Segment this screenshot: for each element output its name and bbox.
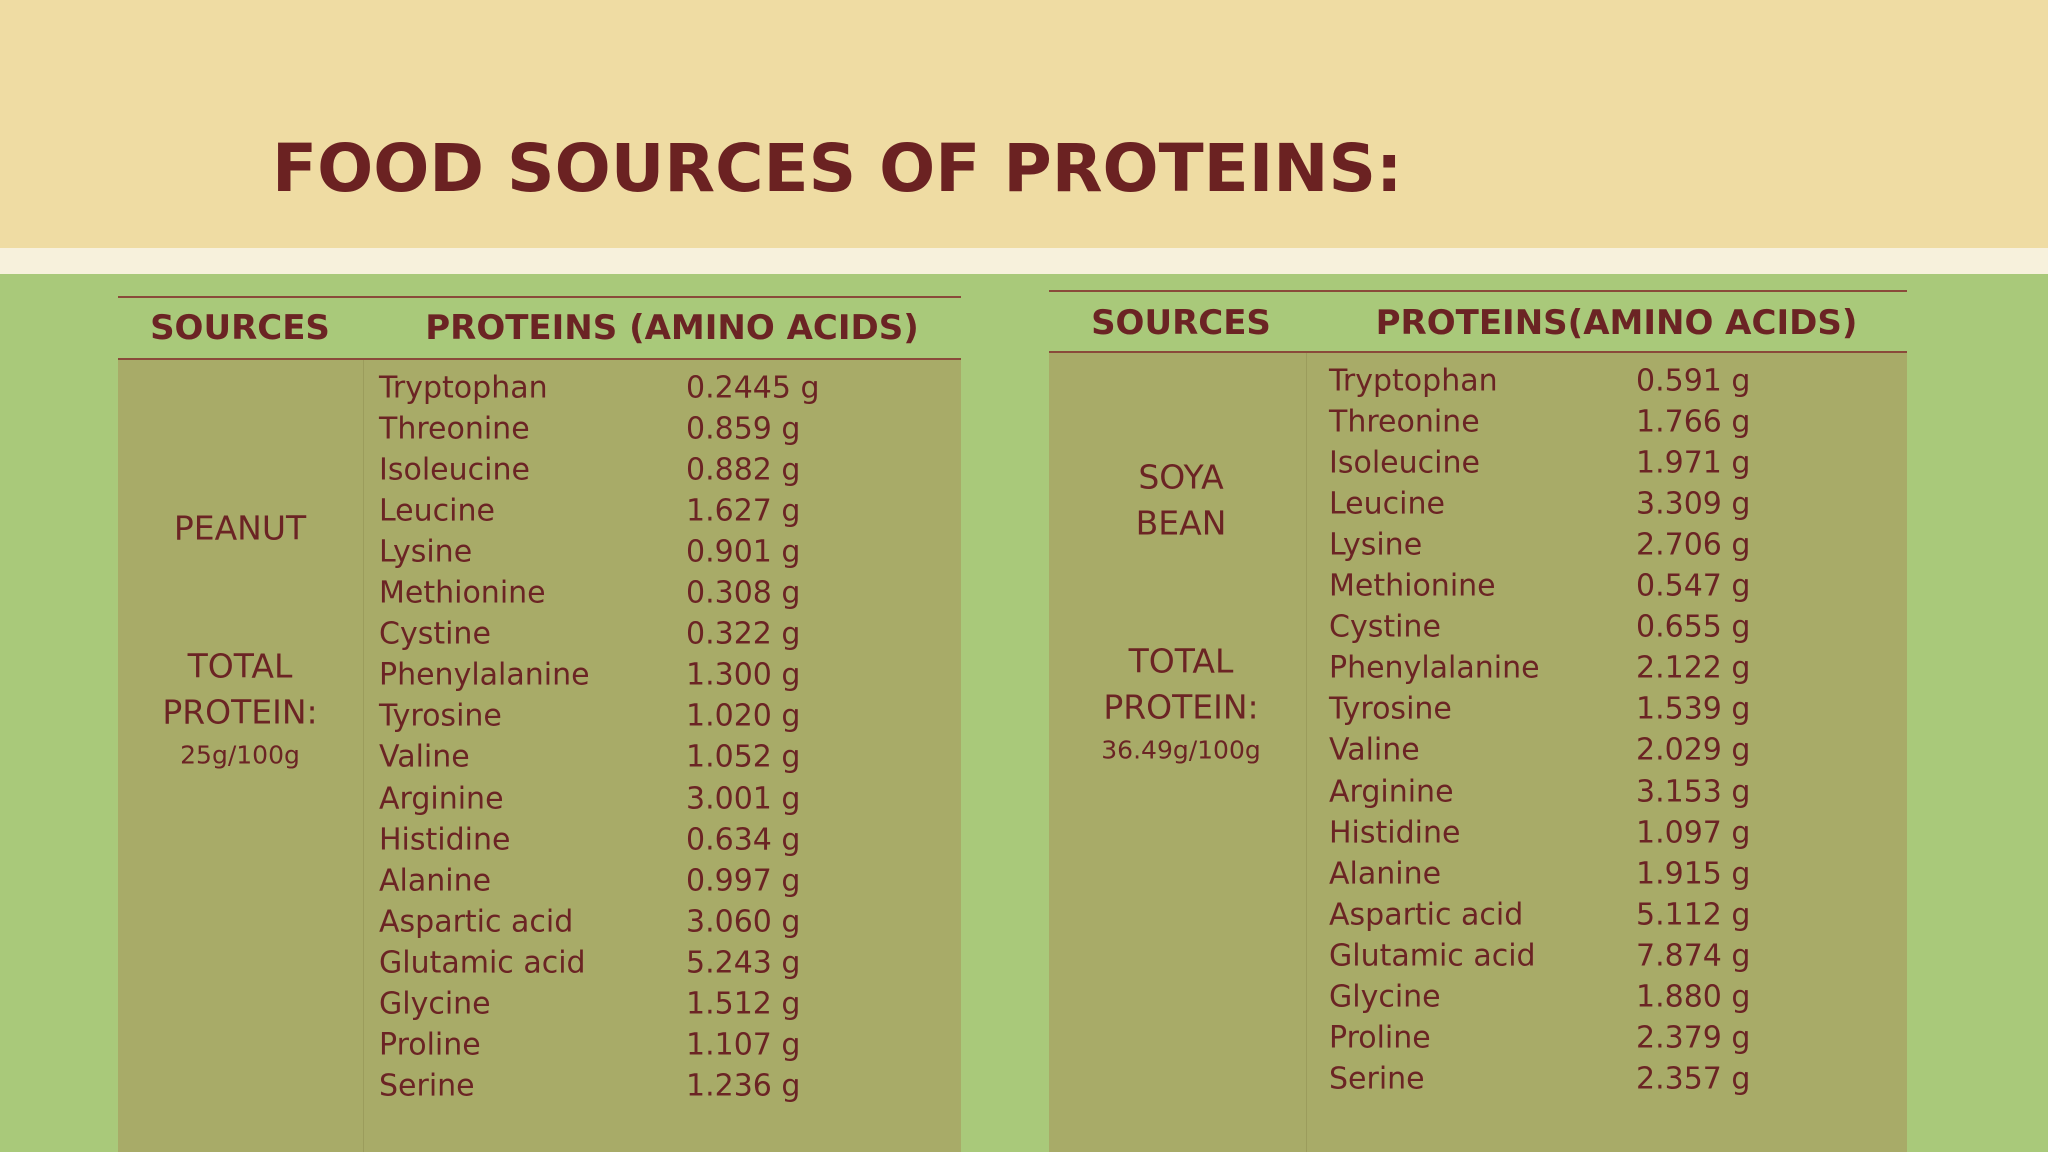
amount: 2.706 g — [1636, 527, 1751, 563]
amino-acid: Tyrosine — [1329, 691, 1452, 727]
source-name: SOYA — [1138, 457, 1224, 497]
amino-acid: Proline — [1329, 1020, 1431, 1056]
amount: 3.153 g — [1636, 774, 1751, 809]
column-divider — [363, 358, 364, 1152]
total-label: PROTEIN: — [162, 692, 318, 732]
table-body — [118, 358, 961, 1152]
amino-acid: Histidine — [1329, 815, 1461, 851]
column-header: PROTEINS(AMINO ACIDS) — [1375, 303, 1858, 343]
table-top-rule — [1049, 290, 1907, 292]
amount: 0.882 g — [686, 452, 801, 488]
source-name: PEANUT — [173, 508, 307, 548]
amount: 1.300 g — [686, 657, 801, 693]
title: FOOD SOURCES OF PROTEINS: — [272, 130, 1403, 207]
amino-acid: Lysine — [379, 534, 473, 570]
amount: 0.901 g — [686, 534, 801, 570]
amino-acid: Alanine — [379, 863, 492, 899]
amount: 2.029 g — [1636, 732, 1751, 768]
amino-acid: Threonine — [1329, 404, 1480, 440]
header-band — [0, 0, 2048, 258]
amino-acid: Methionine — [379, 575, 546, 611]
amino-acid: Glycine — [1329, 979, 1441, 1015]
amino-acid: Serine — [379, 1068, 475, 1104]
amount: 7.874 g — [1636, 938, 1751, 974]
amount: 5.243 g — [686, 945, 801, 981]
amino-acid: Aspartic acid — [379, 904, 574, 940]
amount: 0.2445 g — [686, 370, 820, 406]
amino-acid: Glutamic acid — [1329, 938, 1536, 974]
amino-acid: Valine — [379, 739, 470, 775]
column-divider — [1306, 351, 1307, 1152]
amount: 1.020 g — [686, 698, 801, 734]
amount: 1.236 g — [686, 1068, 801, 1104]
amount: 0.322 g — [686, 616, 801, 652]
amount: 1.880 g — [1636, 979, 1751, 1015]
amount: 1.766 g — [1636, 404, 1751, 440]
amino-acid: Phenylalanine — [379, 657, 590, 693]
total-label: TOTAL — [187, 646, 293, 686]
amino-acid: Glycine — [379, 986, 491, 1022]
amount: 1.097 g — [1636, 815, 1751, 851]
column-header: PROTEINS (AMINO ACIDS) — [425, 308, 919, 348]
amino-acid: Methionine — [1329, 568, 1496, 604]
amount: 0.547 g — [1636, 568, 1751, 604]
amino-acid: Leucine — [379, 493, 495, 529]
table-body — [1049, 351, 1907, 1152]
amino-acid: Phenylalanine — [1329, 650, 1540, 686]
amount: 2.357 g — [1636, 1061, 1751, 1097]
amount: 0.997 g — [686, 863, 801, 899]
amount: 1.052 g — [686, 739, 801, 775]
amino-acid: Proline — [379, 1027, 481, 1063]
amount: 0.308 g — [686, 575, 801, 611]
amino-acid: Isoleucine — [379, 452, 530, 488]
amino-acid: Lysine — [1329, 527, 1423, 563]
source-name: BEAN — [1135, 503, 1227, 543]
torn-edge — [0, 248, 2048, 274]
total-value: 25g/100g — [180, 740, 300, 770]
amino-acid: Leucine — [1329, 486, 1445, 522]
amount: 3.309 g — [1636, 486, 1751, 522]
amount: 3.060 g — [686, 904, 801, 940]
column-header: SOURCES — [1091, 303, 1271, 343]
amino-acid: Glutamic acid — [379, 945, 586, 981]
amount: 1.971 g — [1636, 445, 1751, 481]
amount: 1.512 g — [686, 986, 801, 1022]
amino-acid: Aspartic acid — [1329, 897, 1524, 933]
header-rule — [1049, 351, 1907, 353]
column-header: SOURCES — [150, 308, 330, 348]
total-label: TOTAL — [1128, 641, 1234, 681]
amino-acid: Tryptophan — [1329, 363, 1498, 399]
amount: 0.859 g — [686, 411, 801, 447]
amount: 1.539 g — [1636, 691, 1751, 727]
amino-acid: Serine — [1329, 1061, 1425, 1097]
amino-acid: Tyrosine — [379, 698, 502, 734]
amino-acid: Tryptophan — [379, 370, 548, 406]
amino-acid: Alanine — [1329, 856, 1442, 892]
amino-acid: Cystine — [1329, 609, 1441, 645]
amino-acid: Arginine — [379, 781, 504, 816]
amount: 1.107 g — [686, 1027, 801, 1063]
amount: 0.634 g — [686, 822, 801, 858]
header-rule — [118, 358, 961, 360]
amount: 0.655 g — [1636, 609, 1751, 645]
amount: 3.001 g — [686, 781, 801, 816]
amount: 2.379 g — [1636, 1020, 1751, 1056]
amino-acid: Isoleucine — [1329, 445, 1480, 481]
amount: 1.627 g — [686, 493, 801, 529]
amino-acid: Arginine — [1329, 774, 1454, 809]
amount: 1.915 g — [1636, 856, 1751, 892]
total-label: PROTEIN: — [1103, 687, 1259, 727]
amino-acid: Histidine — [379, 822, 511, 858]
amount: 5.112 g — [1636, 897, 1751, 933]
amino-acid: Valine — [1329, 732, 1420, 768]
amino-acid: Threonine — [379, 411, 530, 447]
amino-acid: Cystine — [379, 616, 491, 652]
total-value: 36.49g/100g — [1101, 735, 1261, 765]
table-top-rule — [118, 296, 961, 298]
amount: 2.122 g — [1636, 650, 1751, 686]
amount: 0.591 g — [1636, 363, 1751, 399]
